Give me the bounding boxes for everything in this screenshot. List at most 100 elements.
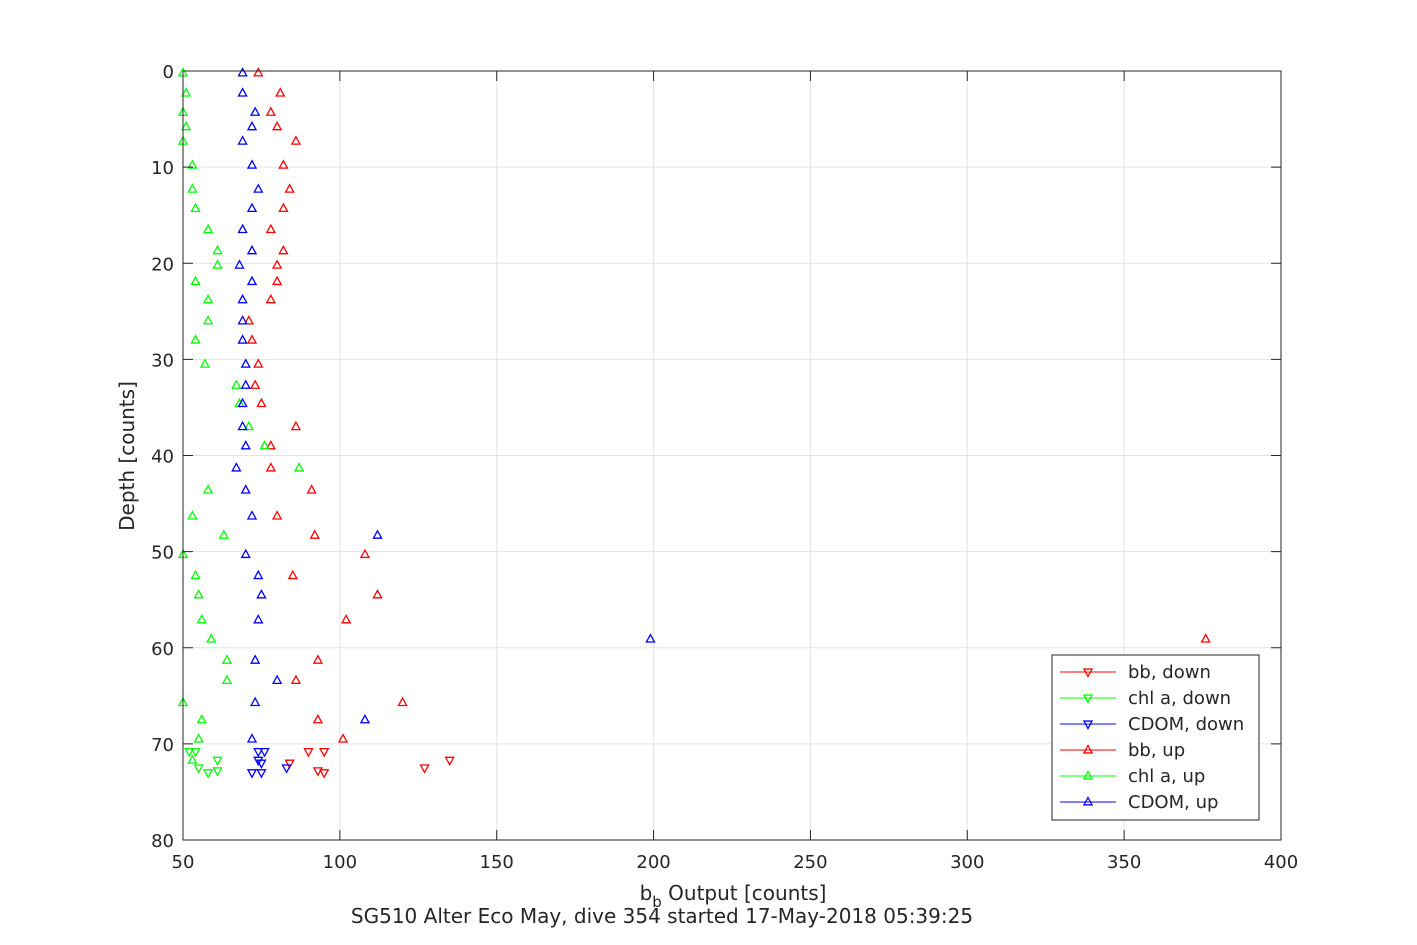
data-point <box>271 510 283 520</box>
data-point <box>309 529 320 539</box>
data-point <box>202 223 214 234</box>
y-tick-label: 50 <box>151 543 174 564</box>
data-point <box>256 759 267 769</box>
legend-marker <box>1082 694 1094 704</box>
legend-marker <box>1082 668 1094 678</box>
data-point <box>284 759 295 769</box>
data-point <box>284 183 295 193</box>
series-3 <box>243 67 1211 743</box>
legend-marker <box>1082 770 1094 780</box>
data-point <box>253 67 264 77</box>
data-point <box>253 183 264 193</box>
data-point <box>312 713 324 724</box>
data-point <box>187 159 198 169</box>
data-point <box>253 614 264 624</box>
data-point <box>246 159 258 169</box>
data-point <box>212 767 223 777</box>
legend-item: chl a, down <box>1060 688 1231 709</box>
data-point <box>259 747 270 758</box>
data-point <box>193 764 204 774</box>
y-tick-label: 30 <box>151 350 174 371</box>
data-point <box>199 358 211 368</box>
data-point <box>190 275 201 286</box>
data-point <box>190 569 201 580</box>
data-point <box>372 589 383 599</box>
axis-ticks: 50 100 150 200 250 300 350 400 0 10 20 30 40 50 60 70 80 <box>151 62 1298 873</box>
x-axis-label: bb Output [counts] <box>640 881 827 911</box>
data-point <box>293 462 305 472</box>
y-tick-label: 40 <box>151 447 174 468</box>
y-tick-label: 20 <box>151 254 174 275</box>
data-point <box>202 484 214 494</box>
data-point <box>221 654 233 664</box>
legend-item: CDOM, up <box>1060 792 1218 813</box>
data-point <box>253 569 264 580</box>
data-point <box>240 358 251 368</box>
series-1 <box>184 747 223 779</box>
legend-marker <box>1082 796 1094 806</box>
legend-box <box>1051 654 1260 821</box>
x-tick-label: 200 <box>636 852 670 873</box>
data-point <box>319 769 330 779</box>
data-point <box>237 420 248 431</box>
data-point <box>231 379 242 389</box>
data-point <box>250 106 261 116</box>
data-point <box>246 510 258 520</box>
data-point <box>237 315 248 325</box>
series-5 <box>231 67 656 743</box>
data-point <box>359 713 371 724</box>
data-point <box>190 747 201 758</box>
data-point <box>218 529 229 539</box>
data-point <box>212 756 223 767</box>
data-point <box>246 120 258 131</box>
data-point <box>246 202 258 213</box>
x-tick-label: 100 <box>323 852 357 873</box>
data-point <box>312 767 324 777</box>
data-point <box>193 589 204 599</box>
data-point <box>184 747 195 758</box>
y-tick-label: 70 <box>151 735 174 756</box>
data-point <box>278 244 289 255</box>
data-point <box>271 259 283 269</box>
data-point <box>202 293 214 304</box>
data-point <box>187 183 198 193</box>
data-point <box>246 334 258 344</box>
data-point <box>253 358 264 368</box>
data-point <box>250 654 261 664</box>
series-4 <box>177 67 305 764</box>
data-point <box>237 67 248 77</box>
data-point <box>287 569 298 580</box>
data-point <box>196 614 207 624</box>
data-point <box>212 259 223 269</box>
y-axis-label: Depth [counts] <box>115 381 139 531</box>
x-tick-label: 300 <box>950 852 984 873</box>
data-point <box>1200 633 1211 643</box>
data-point <box>240 548 251 559</box>
data-point <box>246 244 258 255</box>
data-point <box>265 440 276 450</box>
legend: bb, down chl a, down CDOM, down bb, up chl a… <box>1051 654 1260 821</box>
legend-item: CDOM, down <box>1060 714 1244 735</box>
data-point <box>250 379 261 389</box>
data-point <box>281 764 292 774</box>
data-point <box>337 733 349 743</box>
data-point <box>240 379 251 389</box>
x-axis-label-main: b <box>640 881 653 905</box>
data-point <box>290 674 302 685</box>
legend-label: chl a, down <box>1128 688 1231 709</box>
x-tick-label: 400 <box>1264 852 1298 873</box>
data-point <box>290 420 302 431</box>
data-point <box>271 120 283 131</box>
y-tick-label: 80 <box>151 831 174 852</box>
data-point <box>212 244 223 255</box>
legend-item: bb, down <box>1060 662 1211 683</box>
data-point <box>359 548 371 559</box>
legend-label: chl a, up <box>1128 766 1205 787</box>
data-point <box>206 633 217 643</box>
data-point <box>259 440 270 450</box>
data-point <box>237 223 248 234</box>
data-point <box>265 106 276 116</box>
y-tick-label: 10 <box>151 158 174 179</box>
data-point <box>290 135 302 145</box>
